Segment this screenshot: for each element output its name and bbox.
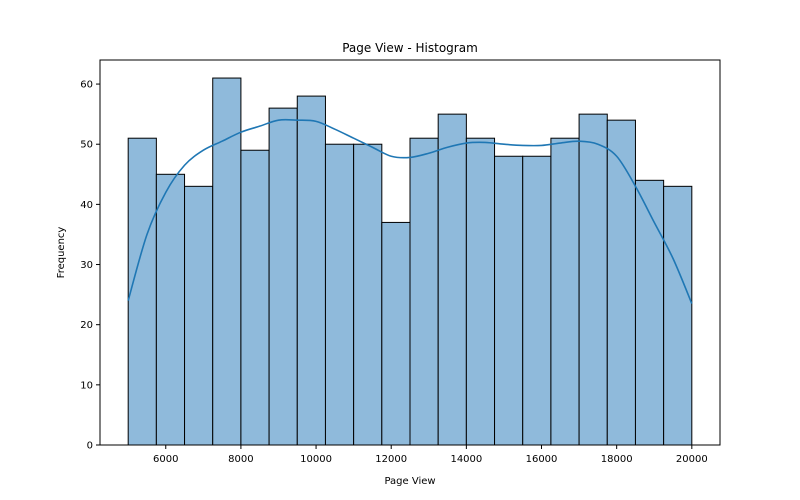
histogram-bar	[240, 149, 270, 446]
histogram-bar	[324, 143, 355, 446]
y-axis-label: Frequency	[56, 227, 67, 279]
x-tick-label: 8000	[228, 454, 253, 465]
histogram-bar	[550, 137, 580, 446]
y-axis-ticks: 0 10 20 30 40 50 60	[80, 80, 100, 452]
x-tick-label: 12000	[375, 454, 407, 465]
y-tick-label: 40	[80, 200, 93, 211]
y-tick-label: 30	[80, 260, 93, 271]
y-tick-label: 50	[80, 140, 93, 151]
x-tick-label: 18000	[601, 454, 633, 465]
histogram-bar	[437, 113, 467, 446]
histogram-bar	[296, 95, 326, 446]
kde-curve	[127, 118, 693, 304]
histogram-bar	[663, 185, 693, 446]
histogram-bar	[381, 221, 411, 446]
histogram-bar	[127, 137, 157, 446]
histogram-bar	[155, 173, 186, 446]
x-tick-label: 20000	[676, 454, 708, 465]
x-tick-label: 16000	[526, 454, 558, 465]
x-tick-label: 6000	[153, 454, 178, 465]
x-axis-ticks: 6000 8000 10000 12000 14000 16000 18000 20000	[153, 445, 708, 465]
chart-title: Page View - Histogram	[342, 41, 478, 55]
y-tick-label: 10	[80, 380, 93, 391]
x-tick-label: 10000	[300, 454, 332, 465]
x-tick-label: 14000	[450, 454, 482, 465]
histogram-bar	[465, 137, 496, 446]
y-tick-label: 0	[87, 441, 93, 452]
bars-layer	[127, 77, 693, 446]
histogram-bar	[606, 119, 636, 446]
histogram-bar	[353, 143, 383, 446]
y-tick-label: 20	[80, 320, 93, 331]
y-tick-label: 60	[80, 80, 93, 91]
histogram-bar	[409, 137, 439, 446]
histogram-bar	[578, 113, 608, 446]
histogram-bar	[494, 155, 524, 446]
histogram-bar	[634, 179, 665, 446]
histogram-bar	[522, 155, 552, 446]
histogram-bar	[268, 107, 298, 446]
plot-frame	[99, 59, 721, 446]
x-axis-label: Page View	[384, 476, 435, 487]
histogram-bar	[184, 185, 214, 446]
histogram-bar	[212, 77, 242, 446]
